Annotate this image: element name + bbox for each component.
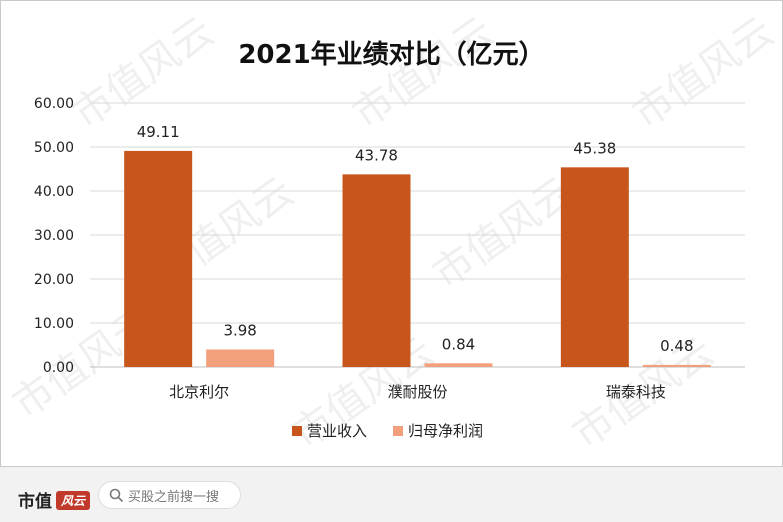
- bar: [424, 363, 493, 367]
- brand-logo-mark: 风云: [56, 491, 91, 510]
- y-tick-label: 20.00: [34, 272, 74, 288]
- data-label: 0.48: [660, 337, 693, 355]
- data-label: 0.84: [442, 335, 475, 353]
- data-label: 43.78: [355, 146, 398, 164]
- y-tick-label: 30.00: [34, 228, 74, 244]
- chart-title: 2021年业绩对比（亿元）: [238, 40, 545, 70]
- data-label: 45.38: [573, 139, 616, 157]
- bar: [642, 364, 711, 367]
- data-label: 3.98: [223, 321, 256, 339]
- y-tick-label: 10.00: [34, 316, 74, 332]
- bar: [124, 150, 193, 367]
- search-box[interactable]: 买股之前搜一搜: [98, 481, 241, 509]
- y-tick-label: 60.00: [34, 96, 74, 112]
- legend-swatch: [393, 426, 403, 436]
- brand-name: 市值: [18, 492, 52, 512]
- brand-logo: 市值 风云: [18, 487, 91, 512]
- y-tick-label: 40.00: [34, 184, 74, 200]
- search-placeholder: 买股之前搜一搜: [128, 489, 220, 505]
- bar: [206, 349, 275, 367]
- x-tick-label: 北京利尔: [169, 383, 229, 401]
- data-label: 49.11: [137, 123, 180, 141]
- y-tick-label: 0.00: [43, 360, 74, 376]
- bar: [560, 167, 629, 367]
- bar: [342, 174, 411, 367]
- legend-swatch: [292, 426, 302, 436]
- x-tick-label: 瑞泰科技: [606, 383, 666, 401]
- y-tick-label: 50.00: [34, 140, 74, 156]
- legend-label: 归母净利润: [408, 422, 483, 440]
- search-icon: [109, 488, 123, 502]
- x-tick-label: 濮耐股份: [387, 383, 447, 401]
- bar-chart: 60.00 50.00 40.00 30.00 20.00 10.00 0.00 49.11 3…: [34, 96, 745, 440]
- legend-label: 营业收入: [307, 422, 367, 440]
